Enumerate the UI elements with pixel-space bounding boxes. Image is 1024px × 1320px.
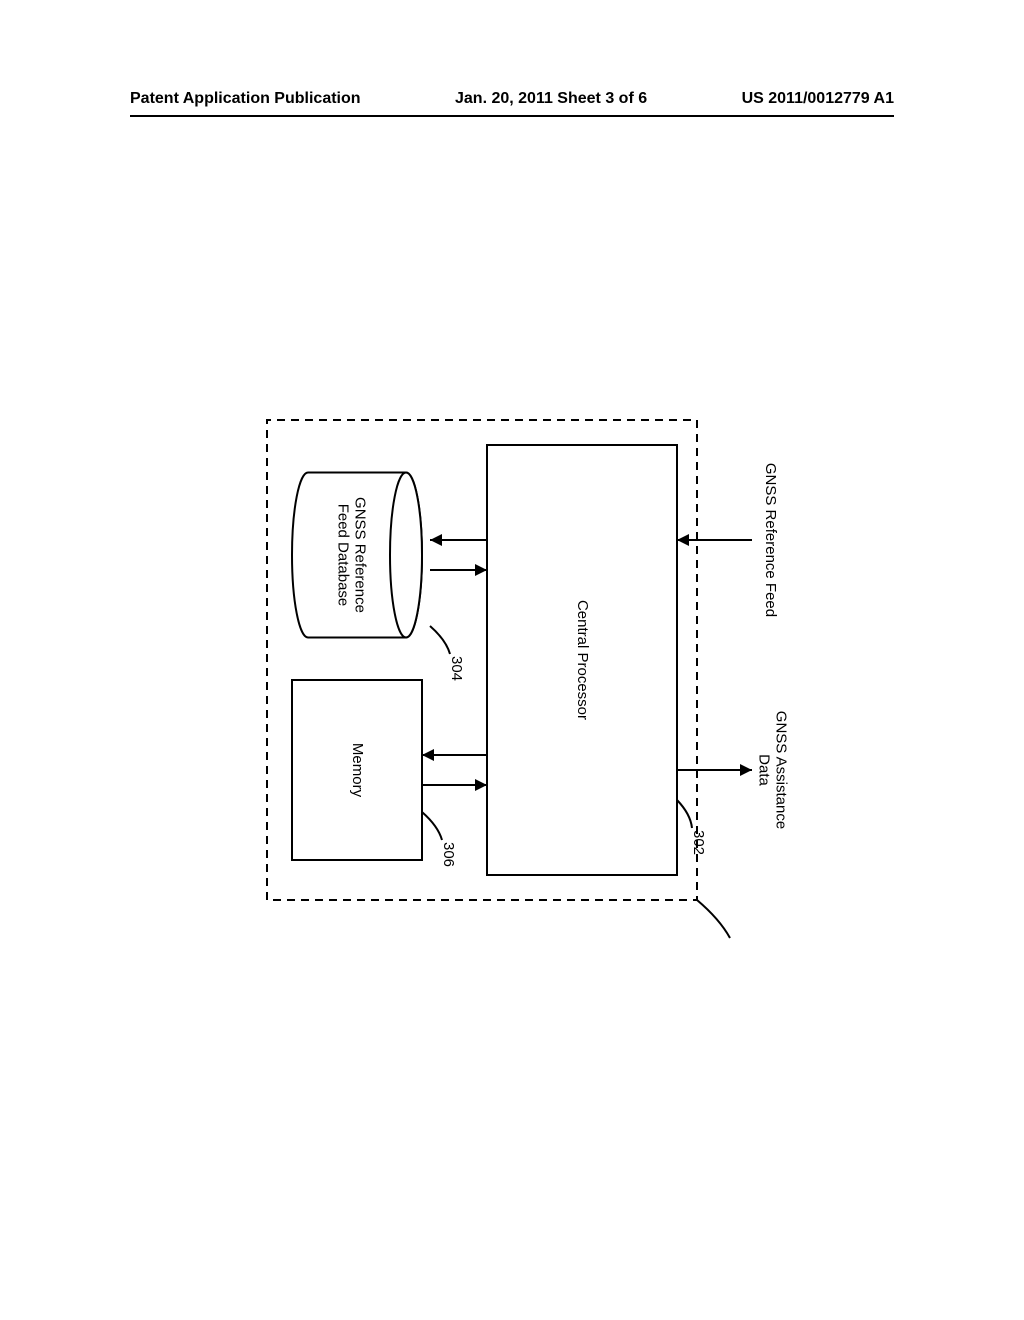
svg-text:Data: Data bbox=[755, 754, 772, 786]
svg-text:GNSS Reference: GNSS Reference bbox=[352, 497, 369, 613]
header-rule bbox=[130, 115, 894, 117]
diagram-svg: Central Processor Memory GNSS ReferenceFee… bbox=[232, 380, 792, 940]
svg-text:Feed Database: Feed Database bbox=[334, 504, 351, 607]
figure-label: FIG. 3 bbox=[615, 865, 1024, 985]
svg-text:306: 306 bbox=[440, 842, 457, 867]
header-left: Patent Application Publication bbox=[130, 90, 361, 108]
page-header: Patent Application Publication Jan. 20, … bbox=[130, 90, 894, 108]
svg-text:GNSS Assistance: GNSS Assistance bbox=[773, 711, 790, 829]
svg-text:GNSS Reference Feed: GNSS Reference Feed bbox=[762, 463, 779, 617]
svg-text:Memory: Memory bbox=[349, 743, 366, 798]
svg-text:Central Processor: Central Processor bbox=[574, 600, 591, 720]
diagram: Central Processor Memory GNSS ReferenceFee… bbox=[232, 380, 792, 940]
header-right: US 2011/0012779 A1 bbox=[742, 90, 894, 108]
svg-text:302: 302 bbox=[690, 830, 707, 855]
header-mid: Jan. 20, 2011 Sheet 3 of 6 bbox=[455, 90, 647, 108]
svg-text:304: 304 bbox=[448, 656, 465, 681]
